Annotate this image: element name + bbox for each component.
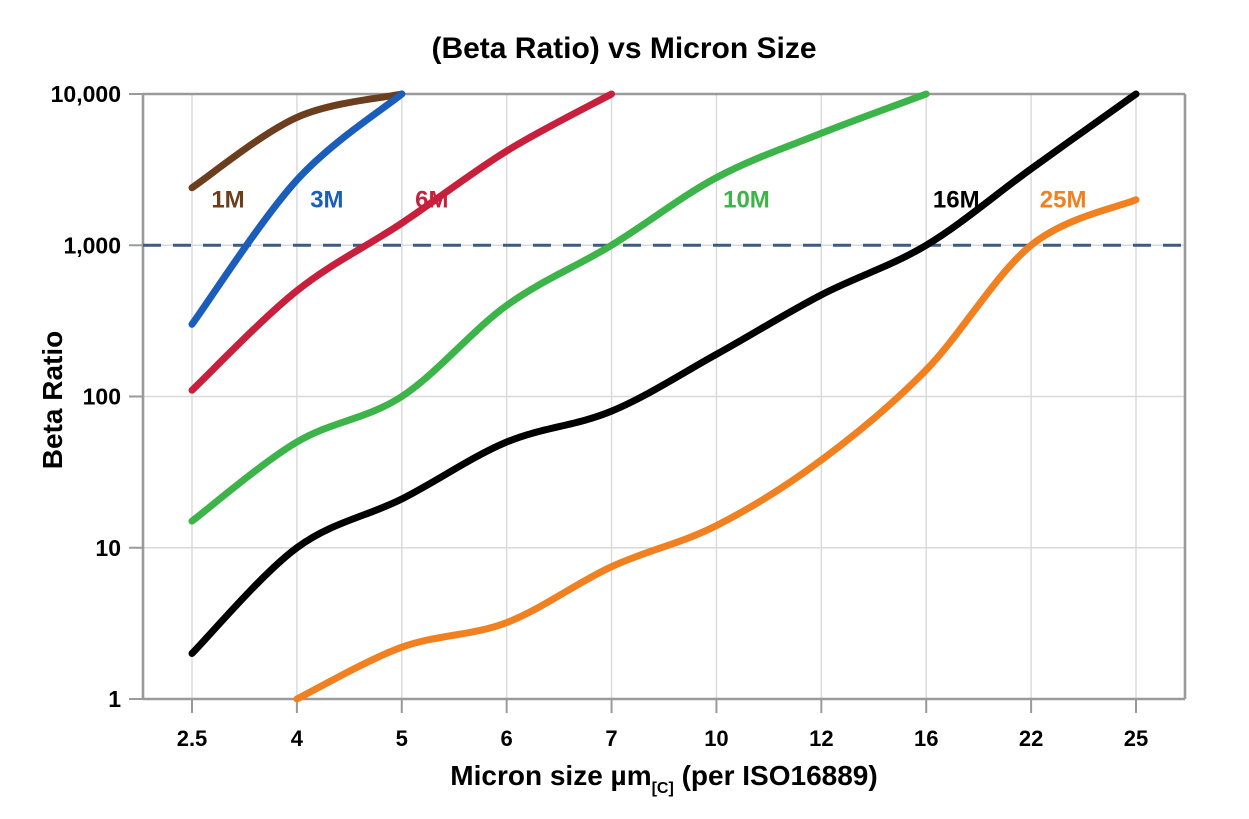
x-tick-label: 22	[1019, 726, 1043, 751]
series-line-16m	[188, 90, 1140, 657]
x-tick-label: 7	[605, 726, 617, 751]
series-line-25m	[293, 196, 1140, 703]
x-tick-label: 4	[291, 726, 304, 751]
series-label-16m: 16M	[933, 187, 980, 214]
series-label-1m: 1M	[211, 187, 244, 214]
y-tick-label: 10,000	[51, 81, 121, 107]
x-tick-label: 25	[1124, 726, 1148, 751]
y-tick-label: 10	[95, 535, 121, 561]
x-tick-label: 10	[704, 726, 728, 751]
series-inline-labels: 1M 3M 6M 10M 16M 25M	[211, 187, 1086, 214]
y-tick-label: 100	[83, 384, 121, 410]
x-tick-label: 5	[396, 726, 408, 751]
x-tick-label: 16	[914, 726, 938, 751]
series-label-10m: 10M	[723, 187, 770, 214]
x-tick-label: 6	[501, 726, 513, 751]
series-line-6m	[188, 90, 616, 394]
series-label-3m: 3M	[310, 187, 343, 214]
y-axis-title: Beta Ratio	[37, 331, 68, 469]
series-line-1m	[188, 90, 406, 192]
x-axis-title-suffix: (per ISO16889)	[674, 760, 878, 791]
x-axis-title-main: Micron size µm	[450, 760, 651, 791]
x-axis-title-subscript: [C]	[652, 780, 674, 797]
series-label-25m: 25M	[1040, 187, 1087, 214]
x-axis-title: Micron size µm[C] (per ISO16889)	[450, 760, 877, 797]
x-tick-label: 2.5	[177, 726, 208, 751]
series-label-6m: 6M	[415, 187, 448, 214]
series-line-10m	[188, 90, 930, 525]
x-tick-label: 12	[809, 726, 833, 751]
y-tick-label: 1	[108, 686, 121, 712]
x-axis-tick-labels: 2.5 4 5 6 7 10 12 16 22 25	[177, 726, 1149, 751]
series-lines	[188, 90, 1140, 703]
y-axis-ticks	[129, 93, 143, 700]
chart-title: (Beta Ratio) vs Micron Size	[431, 32, 816, 65]
series-line-3m	[188, 90, 406, 328]
y-axis-tick-labels: 1 10 100 1,000 10,000	[51, 81, 122, 712]
y-tick-label: 1,000	[63, 232, 121, 258]
